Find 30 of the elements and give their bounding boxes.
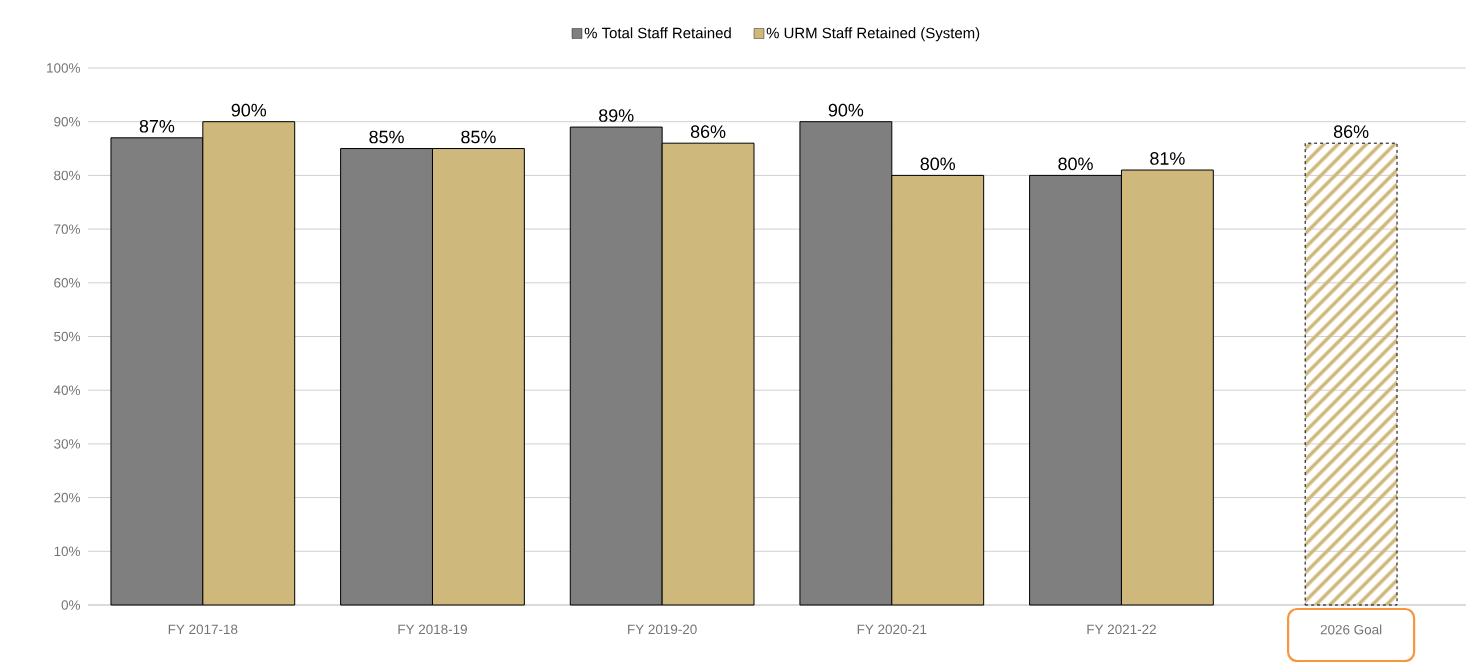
y-tick-label: 50%	[54, 331, 80, 342]
y-tick-label: 90%	[54, 116, 80, 127]
x-tick-label: FY 2018-19	[398, 624, 467, 635]
data-label: 85%	[461, 130, 496, 144]
data-label: 86%	[1333, 125, 1369, 138]
x-tick-label: 2026 Goal	[1320, 624, 1382, 635]
data-label: 81%	[1150, 152, 1185, 165]
data-label: 80%	[1058, 157, 1093, 171]
data-label: 90%	[231, 103, 267, 117]
legend-label: % Total Staff Retained	[584, 27, 731, 39]
data-label: 86%	[690, 125, 726, 138]
x-tick-label: FY 2021-22	[1087, 624, 1156, 635]
y-tick-label: 10%	[54, 546, 80, 557]
data-label: 89%	[599, 109, 634, 122]
y-tick-label: 40%	[53, 385, 80, 395]
data-label: 85%	[369, 130, 404, 144]
y-tick-label: 0%	[61, 600, 80, 610]
x-tick-label: FY 2017-18	[168, 624, 238, 635]
data-label: 90%	[828, 103, 864, 117]
x-tick-label: FY 2020-21	[857, 624, 927, 635]
legend-label: % URM Staff Retained (System)	[766, 27, 980, 42]
y-tick-label: 100%	[47, 63, 80, 73]
y-tick-label: 30%	[54, 439, 80, 449]
x-tick-label: FY 2019-20	[628, 624, 697, 635]
y-tick-label: 20%	[54, 492, 80, 503]
y-tick-label: 70%	[54, 224, 80, 234]
y-tick-label: 60%	[54, 278, 80, 288]
data-label: 80%	[920, 157, 956, 171]
y-tick-label: 80%	[54, 170, 80, 181]
data-label: 87%	[139, 119, 175, 133]
